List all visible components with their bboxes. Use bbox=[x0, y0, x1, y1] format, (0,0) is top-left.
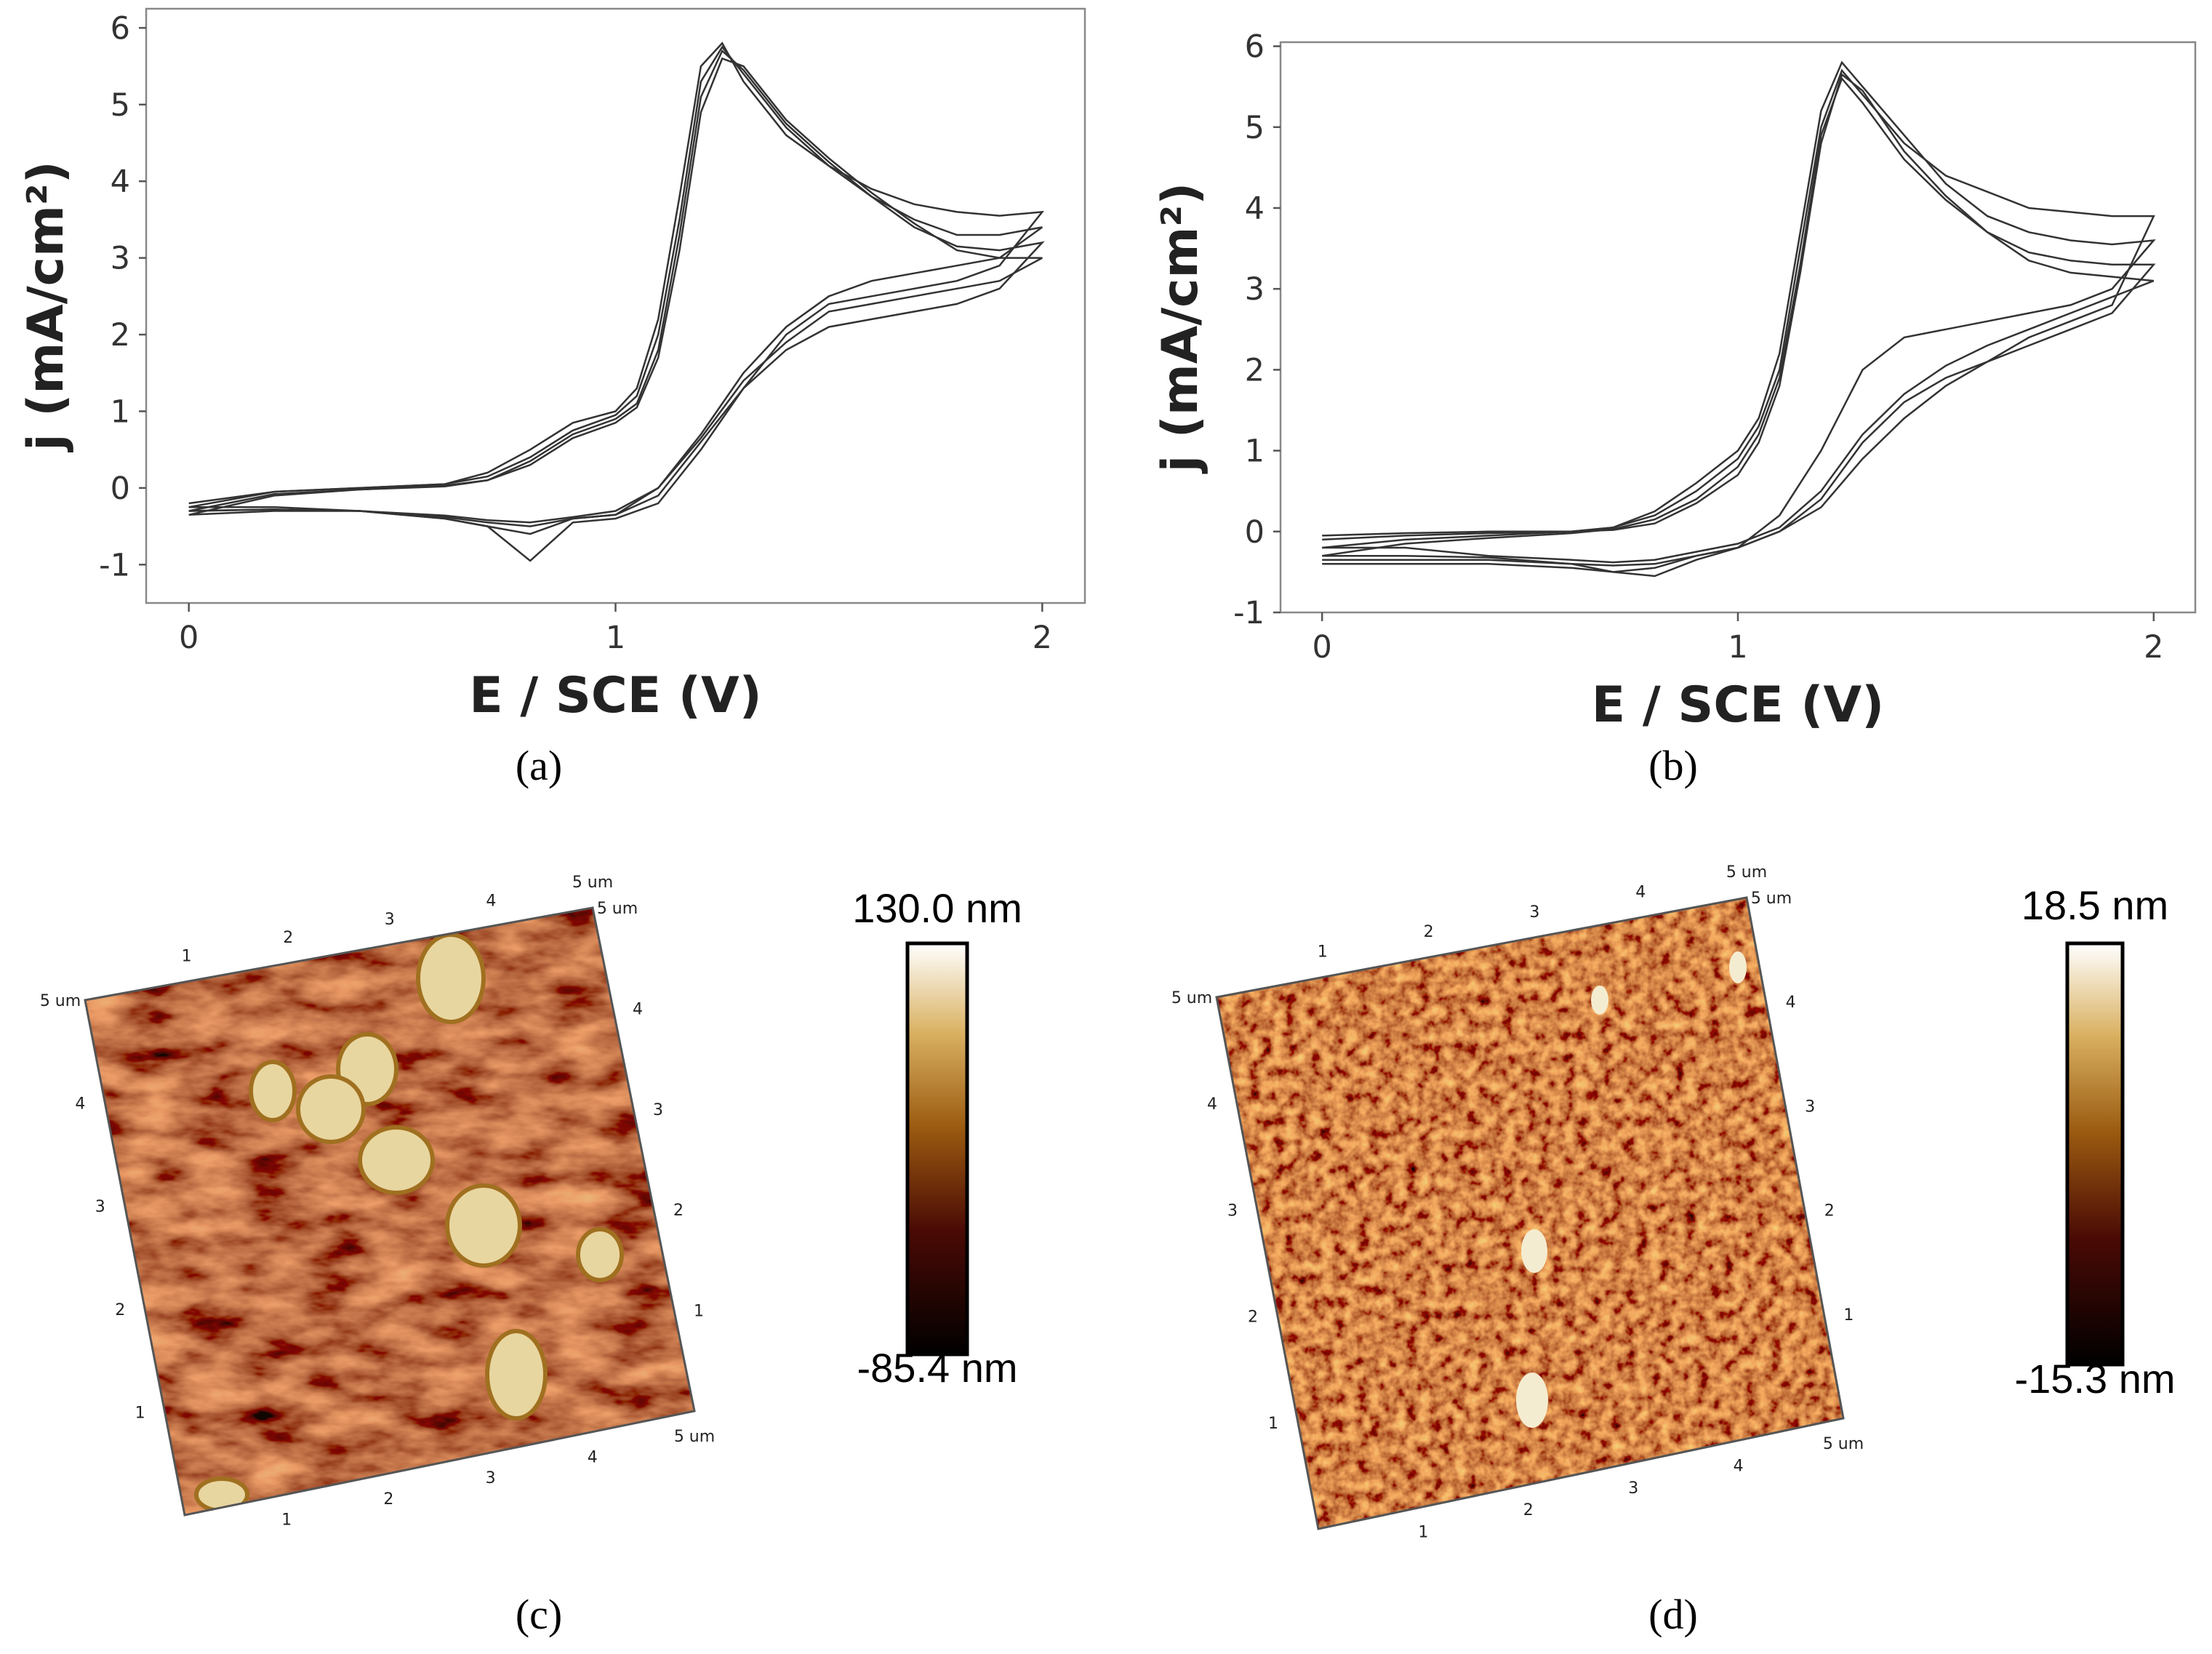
y-tick-label: 6 bbox=[111, 10, 130, 47]
afm-axis-label: 5 um bbox=[1171, 989, 1212, 1007]
y-tick-label: 4 bbox=[1245, 191, 1265, 227]
y-tick-label: -1 bbox=[1233, 595, 1265, 631]
afm-axis-label: 5 um bbox=[1751, 890, 1792, 908]
panel-label: (a) bbox=[516, 742, 562, 789]
afm-axis-label: 4 bbox=[1635, 883, 1646, 901]
y-tick-label: 4 bbox=[111, 164, 130, 200]
afm-axis-label: 3 bbox=[1529, 903, 1539, 922]
afm-axis-label: 1 bbox=[1418, 1524, 1428, 1542]
afm-axis-label: 4 bbox=[1207, 1095, 1217, 1114]
afm-axis-label: 1 bbox=[1843, 1306, 1854, 1325]
cv-curve bbox=[188, 41, 1045, 562]
x-tick-label: 2 bbox=[2144, 629, 2163, 666]
afm-axis-label: 2 bbox=[1523, 1501, 1534, 1519]
cv-curve bbox=[1322, 60, 2156, 578]
afm-axis-label: 1 bbox=[1318, 943, 1328, 962]
colorbar-min-label: -85.4 nm bbox=[857, 1345, 1018, 1391]
y-tick-label: -1 bbox=[99, 547, 130, 583]
colorbar-max-label: 130.0 nm bbox=[852, 885, 1022, 931]
afm-axis-label: 1 bbox=[694, 1303, 704, 1321]
afm-axis-label: 5 um bbox=[40, 992, 81, 1010]
afm-axis-label: 4 bbox=[588, 1449, 598, 1467]
afm-axis-label: 4 bbox=[633, 1000, 643, 1018]
panel-label: (c) bbox=[516, 1591, 562, 1638]
plot-frame bbox=[1279, 41, 2197, 614]
cv-curve bbox=[1322, 76, 2156, 567]
afm-axis-label: 2 bbox=[1424, 923, 1434, 941]
afm-axis-label: 3 bbox=[486, 1469, 496, 1487]
panel-label: (b) bbox=[1648, 742, 1698, 789]
afm-axis-label: 1 bbox=[182, 948, 192, 966]
afm-axis-label: 5 um bbox=[597, 900, 638, 918]
cv-curve bbox=[188, 45, 1043, 535]
afm-axis-label: 3 bbox=[1628, 1479, 1638, 1498]
afm-axis-label: 4 bbox=[75, 1095, 85, 1114]
cv-curve bbox=[188, 57, 1043, 524]
y-tick-label: 5 bbox=[1245, 110, 1265, 146]
y-tick-label: 6 bbox=[1245, 29, 1265, 65]
afm-axis-label: 3 bbox=[95, 1198, 105, 1216]
x-axis-label: E / SCE (V) bbox=[1592, 676, 1884, 734]
afm-axis-label: 5 um bbox=[674, 1428, 715, 1446]
x-tick-label: 0 bbox=[1313, 629, 1332, 666]
afm-axis-label: 2 bbox=[1248, 1309, 1258, 1327]
y-tick-label: 3 bbox=[1245, 271, 1265, 308]
afm-axis-label: 3 bbox=[385, 911, 395, 929]
afm-axis-label: 1 bbox=[281, 1511, 292, 1529]
y-tick-label: 1 bbox=[1245, 434, 1265, 470]
y-tick-label: 2 bbox=[111, 317, 130, 353]
colorbar bbox=[2065, 941, 2125, 1367]
x-tick-label: 1 bbox=[1728, 629, 1747, 666]
afm-axis-label: 2 bbox=[115, 1301, 125, 1319]
afm-axis-label: 5 um bbox=[1726, 863, 1767, 882]
y-axis-label: j (mA/cm²) bbox=[1152, 183, 1209, 474]
colorbar bbox=[905, 941, 969, 1357]
x-axis-label: E / SCE (V) bbox=[469, 667, 761, 724]
cv-curve bbox=[1322, 68, 2155, 573]
afm-axis-label: 2 bbox=[283, 929, 293, 947]
afm-axis-label: 2 bbox=[1824, 1202, 1835, 1220]
afm-axis-label: 4 bbox=[1786, 994, 1796, 1012]
colorbar-min-label: -15.3 nm bbox=[2015, 1356, 2176, 1402]
y-tick-label: 0 bbox=[1245, 514, 1265, 551]
afm-image-d bbox=[1215, 896, 1845, 1530]
afm-axis-label: 3 bbox=[1227, 1202, 1238, 1220]
y-tick-label: 3 bbox=[111, 241, 130, 277]
y-tick-label: 0 bbox=[111, 471, 130, 507]
x-tick-label: 1 bbox=[606, 620, 625, 656]
afm-axis-label: 1 bbox=[135, 1404, 145, 1422]
y-tick-label: 1 bbox=[111, 393, 130, 430]
afm-axis-label: 1 bbox=[1268, 1415, 1278, 1433]
x-tick-label: 0 bbox=[179, 620, 199, 656]
afm-axis-label: 4 bbox=[1734, 1457, 1744, 1475]
panel-label: (d) bbox=[1648, 1591, 1698, 1638]
y-tick-label: 5 bbox=[111, 87, 130, 124]
y-tick-label: 2 bbox=[1245, 352, 1265, 388]
colorbar-max-label: 18.5 nm bbox=[2021, 882, 2168, 928]
afm-axis-label: 3 bbox=[1805, 1098, 1815, 1116]
afm-axis-label: 3 bbox=[653, 1101, 663, 1119]
afm-axis-label: 2 bbox=[383, 1490, 393, 1509]
afm-axis-label: 4 bbox=[486, 892, 496, 910]
cv-curve bbox=[1322, 73, 2155, 564]
afm-axis-label: 5 um bbox=[1823, 1435, 1864, 1453]
afm-axis-label: 2 bbox=[673, 1202, 684, 1220]
x-tick-label: 2 bbox=[1033, 620, 1052, 656]
y-axis-label: j (mA/cm²) bbox=[17, 161, 75, 452]
afm-axis-label: 5 um bbox=[572, 874, 613, 892]
cv-curve bbox=[188, 49, 1045, 527]
afm-image-c bbox=[84, 906, 696, 1517]
